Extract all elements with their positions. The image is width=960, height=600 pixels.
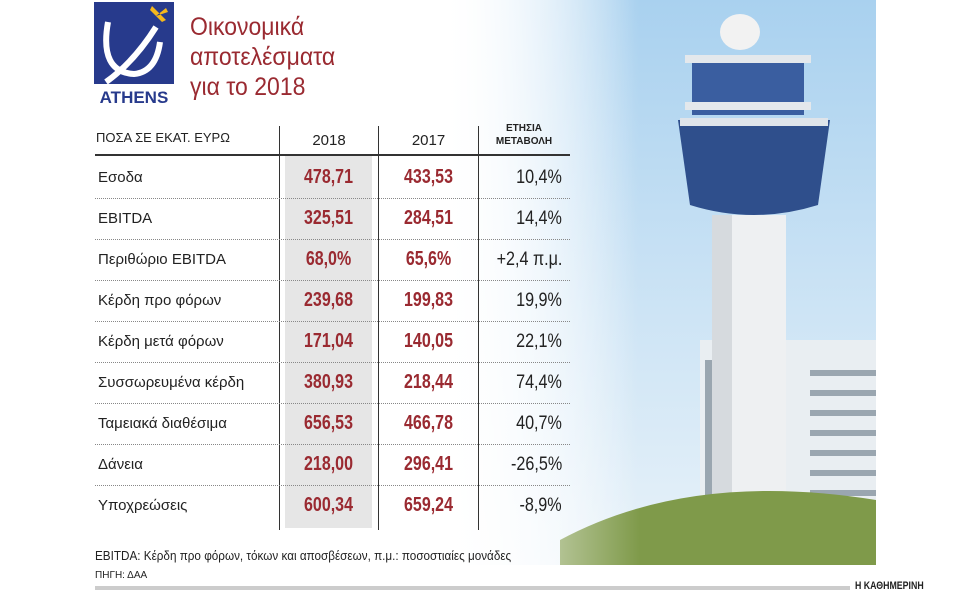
- row-label: Δάνεια: [98, 456, 143, 473]
- annual-change: 10,4%: [516, 167, 562, 188]
- table-row: Κέρδη προ φόρων 239,68 199,83 19,9%: [95, 280, 570, 322]
- value-2017: 284,51: [404, 207, 453, 229]
- value-2018: 239,68: [304, 289, 353, 311]
- header-divider: [95, 154, 570, 156]
- row-label: EBITDA: [98, 210, 153, 227]
- value-2017: 466,78: [404, 412, 453, 434]
- header-2017: 2017: [411, 132, 446, 149]
- value-2018: 380,93: [304, 371, 353, 393]
- annual-change: 40,7%: [516, 413, 562, 434]
- value-2017: 659,24: [404, 494, 453, 516]
- header-2018: 2018: [312, 132, 346, 149]
- value-2018: 600,34: [304, 494, 353, 516]
- annual-change: -8,9%: [519, 495, 562, 516]
- table-row: Περιθώριο EBITDA 68,0% 65,6% +2,4 π.μ.: [95, 239, 570, 281]
- annual-change: -26,5%: [510, 454, 562, 475]
- table-row: Εσοδα 478,71 433,53 10,4%: [95, 157, 570, 199]
- svg-text:ATHENS: ATHENS: [100, 88, 169, 106]
- table-row: Υποχρεώσεις 600,34 659,24 -8,9%: [95, 485, 570, 526]
- table-row: Συσσωρευμένα κέρδη 380,93 218,44 74,4%: [95, 362, 570, 404]
- source: ΠΗΓΗ: ΔΑΑ: [95, 570, 148, 581]
- page-title: Οικονομικά αποτελέσματα για το 2018: [190, 12, 335, 102]
- header-change-line: ΜΕΤΑΒΟΛΗ: [495, 136, 553, 147]
- unit-label: ΠΟΣΑ ΣΕ ΕΚΑΤ. ΕΥΡΩ: [96, 130, 230, 145]
- value-2018: 68,0%: [305, 248, 352, 270]
- value-2017: 296,41: [404, 453, 453, 475]
- table-row: EBITDA 325,51 284,51 14,4%: [95, 198, 570, 240]
- title-line: αποτελέσματα: [190, 43, 336, 71]
- header-change: ΕΤΗΣΙΑ ΜΕΤΑΒΟΛΗ: [478, 122, 570, 156]
- column-divider: [478, 126, 479, 530]
- row-label: Κέρδη προ φόρων: [98, 292, 222, 309]
- annual-change: 19,9%: [516, 290, 562, 311]
- title-line: Οικονομικά: [190, 13, 305, 41]
- value-2018: 218,00: [304, 453, 353, 475]
- header-change-line: ΕΤΗΣΙΑ: [505, 123, 542, 134]
- row-label: Συσσωρευμένα κέρδη: [98, 374, 245, 391]
- value-2018: 171,04: [304, 330, 353, 352]
- table-row: Ταμειακά διαθέσιμα 656,53 466,78 40,7%: [95, 403, 570, 445]
- publisher-brand: Η ΚΑΘΗΜΕΡΙΝΗ: [855, 580, 924, 592]
- title-line: για το 2018: [190, 73, 306, 101]
- athens-airport-logo: ATHENS: [94, 2, 174, 106]
- annual-change: +2,4 π.μ.: [496, 249, 562, 270]
- terminal-windows: [705, 360, 876, 510]
- annual-change: 22,1%: [516, 331, 562, 352]
- value-2017: 433,53: [404, 166, 453, 188]
- control-tower-photo: [440, 0, 876, 565]
- footnote: EBITDA: Κέρδη προ φόρων, τόκων και αποσβ…: [95, 548, 512, 563]
- row-label: Εσοδα: [98, 169, 143, 186]
- annual-change: 14,4%: [516, 208, 562, 229]
- column-divider: [378, 126, 379, 530]
- value-2017: 140,05: [404, 330, 453, 352]
- table-row: Κέρδη μετά φόρων 171,04 140,05 22,1%: [95, 321, 570, 363]
- value-2017: 65,6%: [405, 248, 452, 270]
- footer-bar: [95, 586, 850, 590]
- row-label: Περιθώριο EBITDA: [98, 251, 226, 268]
- value-2017: 199,83: [404, 289, 453, 311]
- value-2018: 656,53: [304, 412, 353, 434]
- value-2018: 478,71: [304, 166, 353, 188]
- tower-cab: [678, 120, 830, 215]
- row-label: Υποχρεώσεις: [98, 497, 188, 514]
- column-divider: [279, 126, 280, 530]
- value-2018: 325,51: [304, 207, 353, 229]
- row-label: Κέρδη μετά φόρων: [98, 333, 224, 350]
- row-label: Ταμειακά διαθέσιμα: [98, 415, 227, 432]
- radar-dome: [720, 14, 760, 50]
- table-row: Δάνεια 218,00 296,41 -26,5%: [95, 444, 570, 486]
- column-2018-highlight: [285, 156, 372, 528]
- annual-change: 74,4%: [516, 372, 562, 393]
- value-2017: 218,44: [404, 371, 453, 393]
